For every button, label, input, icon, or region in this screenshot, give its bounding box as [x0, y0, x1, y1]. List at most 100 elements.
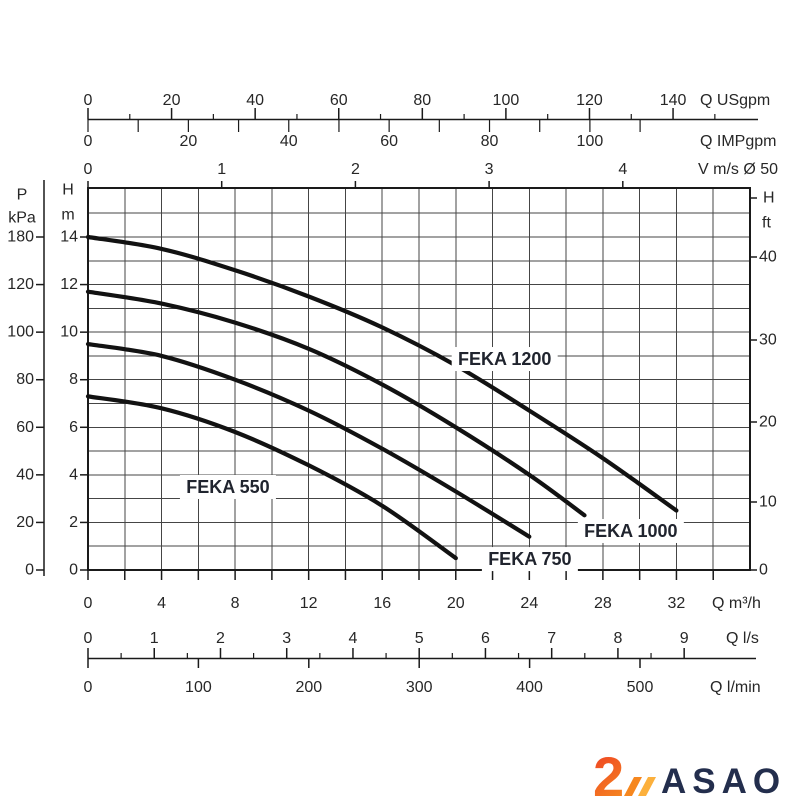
axis-header: ft — [762, 215, 771, 232]
logo-stripe-1 — [624, 777, 642, 796]
axis-label: 40 — [280, 133, 298, 150]
axis-label: 3 — [282, 630, 291, 647]
axis-label: 100 — [577, 133, 604, 150]
axis-label: 2 — [216, 630, 225, 647]
unit-label: Q IMPgpm — [700, 133, 776, 150]
axis-label: 12 — [60, 276, 78, 293]
axis-label: 300 — [406, 679, 433, 696]
logo-text: ASAO — [661, 762, 786, 800]
axis-label: 80 — [413, 92, 431, 109]
axis-label: 9 — [680, 630, 689, 647]
curve-label-mask — [451, 347, 558, 372]
logo-mark-glyph: 2 — [593, 745, 624, 800]
axis-label: 0 — [759, 562, 768, 579]
curve-labels: FEKA 1200 FEKA 1000 FEKA 750 FEKA 550 — [179, 347, 684, 572]
axis-label: 12 — [300, 595, 318, 612]
axis-label: 7 — [547, 630, 556, 647]
axis-label: 100 — [185, 679, 212, 696]
axis-label: 40 — [759, 249, 777, 266]
axis-label: 4 — [349, 630, 358, 647]
axis-label: 100 — [7, 324, 34, 341]
axis-label: 400 — [516, 679, 543, 696]
axis-label: 500 — [627, 679, 654, 696]
curve-label: FEKA 1200 — [458, 349, 551, 369]
asao-logo: 2 ASAO — [593, 745, 786, 800]
axis-label: 120 — [7, 276, 34, 293]
axis-header: P — [17, 187, 28, 204]
unit-label: Q USgpm — [700, 92, 770, 109]
axis-label: 0 — [84, 92, 93, 109]
curve-label-mask — [481, 547, 578, 572]
axis-header: H — [62, 182, 74, 199]
axis-label: 0 — [84, 679, 93, 696]
axis-label: 10 — [60, 324, 78, 341]
axis-label: 28 — [594, 595, 612, 612]
axis-label: 4 — [157, 595, 166, 612]
curve-label-mask — [179, 474, 276, 499]
axis-label: 0 — [84, 133, 93, 150]
axis-header: kPa — [8, 210, 36, 227]
unit-label: Q m³/h — [712, 595, 761, 612]
axis-label: 14 — [60, 229, 78, 246]
axis-label: 140 — [660, 92, 687, 109]
axis-label: 60 — [16, 419, 34, 436]
axis-label: 8 — [69, 371, 78, 388]
axis-label: 6 — [481, 630, 490, 647]
unit-label: Q l/s — [726, 630, 759, 647]
axis-header: H — [763, 190, 775, 207]
axis-label: 20 — [163, 92, 181, 109]
axis-label: 30 — [759, 332, 777, 349]
axis-label: 3 — [485, 161, 494, 178]
axis-label: 0 — [25, 562, 34, 579]
axis-label: 4 — [618, 161, 627, 178]
axis-label: 40 — [246, 92, 264, 109]
plot-grid — [87, 187, 751, 571]
axis-label: 0 — [84, 161, 93, 178]
logo-stripe-2 — [638, 777, 656, 796]
axis-label: 200 — [295, 679, 322, 696]
unit-label: Q l/min — [710, 679, 761, 696]
axis-label: 20 — [16, 514, 34, 531]
curve-label: FEKA 550 — [186, 477, 269, 497]
axis-label: 100 — [493, 92, 520, 109]
curve-feka-1000 — [85, 289, 587, 518]
logo-mark-icon: 2 — [593, 745, 656, 800]
axis-label: 80 — [16, 371, 34, 388]
axis-header: m — [61, 207, 74, 224]
axis-label: 0 — [69, 562, 78, 579]
pump-curves — [85, 234, 679, 561]
axis-label: 1 — [150, 630, 159, 647]
axis-label: 20 — [179, 133, 197, 150]
axis-label: 20 — [759, 414, 777, 431]
axis-label: 1 — [217, 161, 226, 178]
axis-label: 180 — [7, 229, 34, 246]
axis-label: 0 — [84, 595, 93, 612]
axis-label: 24 — [520, 595, 538, 612]
axis-label: 2 — [69, 514, 78, 531]
curve-label-mask — [577, 518, 684, 543]
axis-label: 60 — [380, 133, 398, 150]
axis-label: 60 — [330, 92, 348, 109]
axis-label: 5 — [415, 630, 424, 647]
axis-label: 80 — [481, 133, 499, 150]
axis-label: 8 — [613, 630, 622, 647]
curve-label: FEKA 1000 — [584, 521, 677, 541]
axis-label: 32 — [668, 595, 686, 612]
curve-label: FEKA 750 — [488, 549, 571, 569]
curve-feka-1200 — [85, 234, 679, 513]
axis-label: 0 — [84, 630, 93, 647]
axis-label: 40 — [16, 466, 34, 483]
axis-label: 10 — [759, 494, 777, 511]
axis-label: 16 — [373, 595, 391, 612]
axis-label: 8 — [231, 595, 240, 612]
axis-label: 2 — [351, 161, 360, 178]
axis-label: 6 — [69, 419, 78, 436]
unit-label: V m/s Ø 50 — [698, 161, 778, 178]
axis-label: 4 — [69, 466, 78, 483]
curve-feka-550 — [85, 394, 458, 561]
axis-label: 120 — [576, 92, 603, 109]
curve-feka-750 — [85, 341, 532, 539]
